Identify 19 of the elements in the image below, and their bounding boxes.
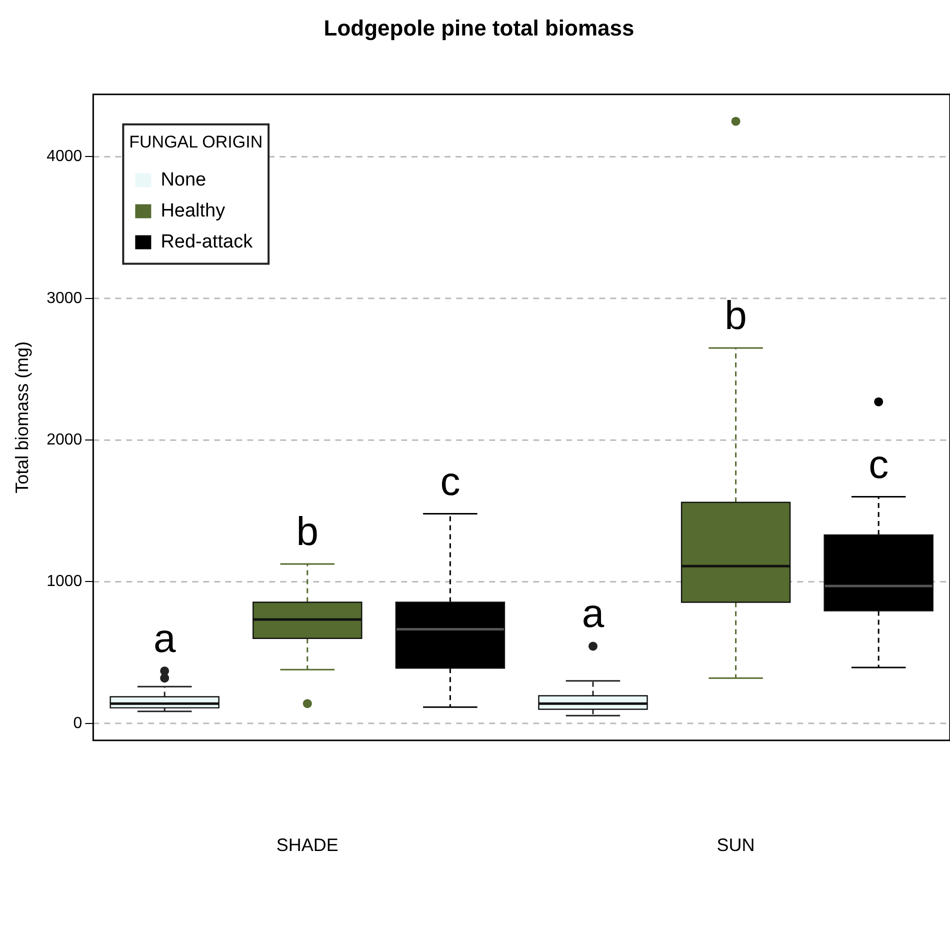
annotation: b bbox=[724, 294, 747, 338]
legend-label: Healthy bbox=[160, 200, 226, 222]
y-tick-label: 4000 bbox=[46, 148, 82, 166]
annotation: b bbox=[296, 510, 319, 554]
annotation: c bbox=[440, 460, 460, 504]
y-tick-label: 0 bbox=[73, 714, 82, 732]
chart-title: Lodgepole pine total biomass bbox=[324, 15, 634, 40]
y-tick-label: 2000 bbox=[46, 431, 82, 448]
annotation: c bbox=[868, 442, 889, 487]
annotation: a bbox=[153, 617, 176, 662]
y-tick-label: 1000 bbox=[46, 573, 82, 590]
y-tick-label: 3000 bbox=[46, 290, 82, 307]
x-tick-label: SHADE bbox=[276, 835, 338, 856]
legend-label: Red-attack bbox=[160, 232, 254, 253]
x-tick-label: SUN bbox=[716, 835, 755, 856]
legend-label: None bbox=[160, 170, 206, 191]
y-axis-title: Total biomass (mg) bbox=[12, 341, 32, 494]
annotation: a bbox=[582, 592, 605, 636]
legend-title: FUNGAL ORIGIN bbox=[129, 132, 263, 152]
